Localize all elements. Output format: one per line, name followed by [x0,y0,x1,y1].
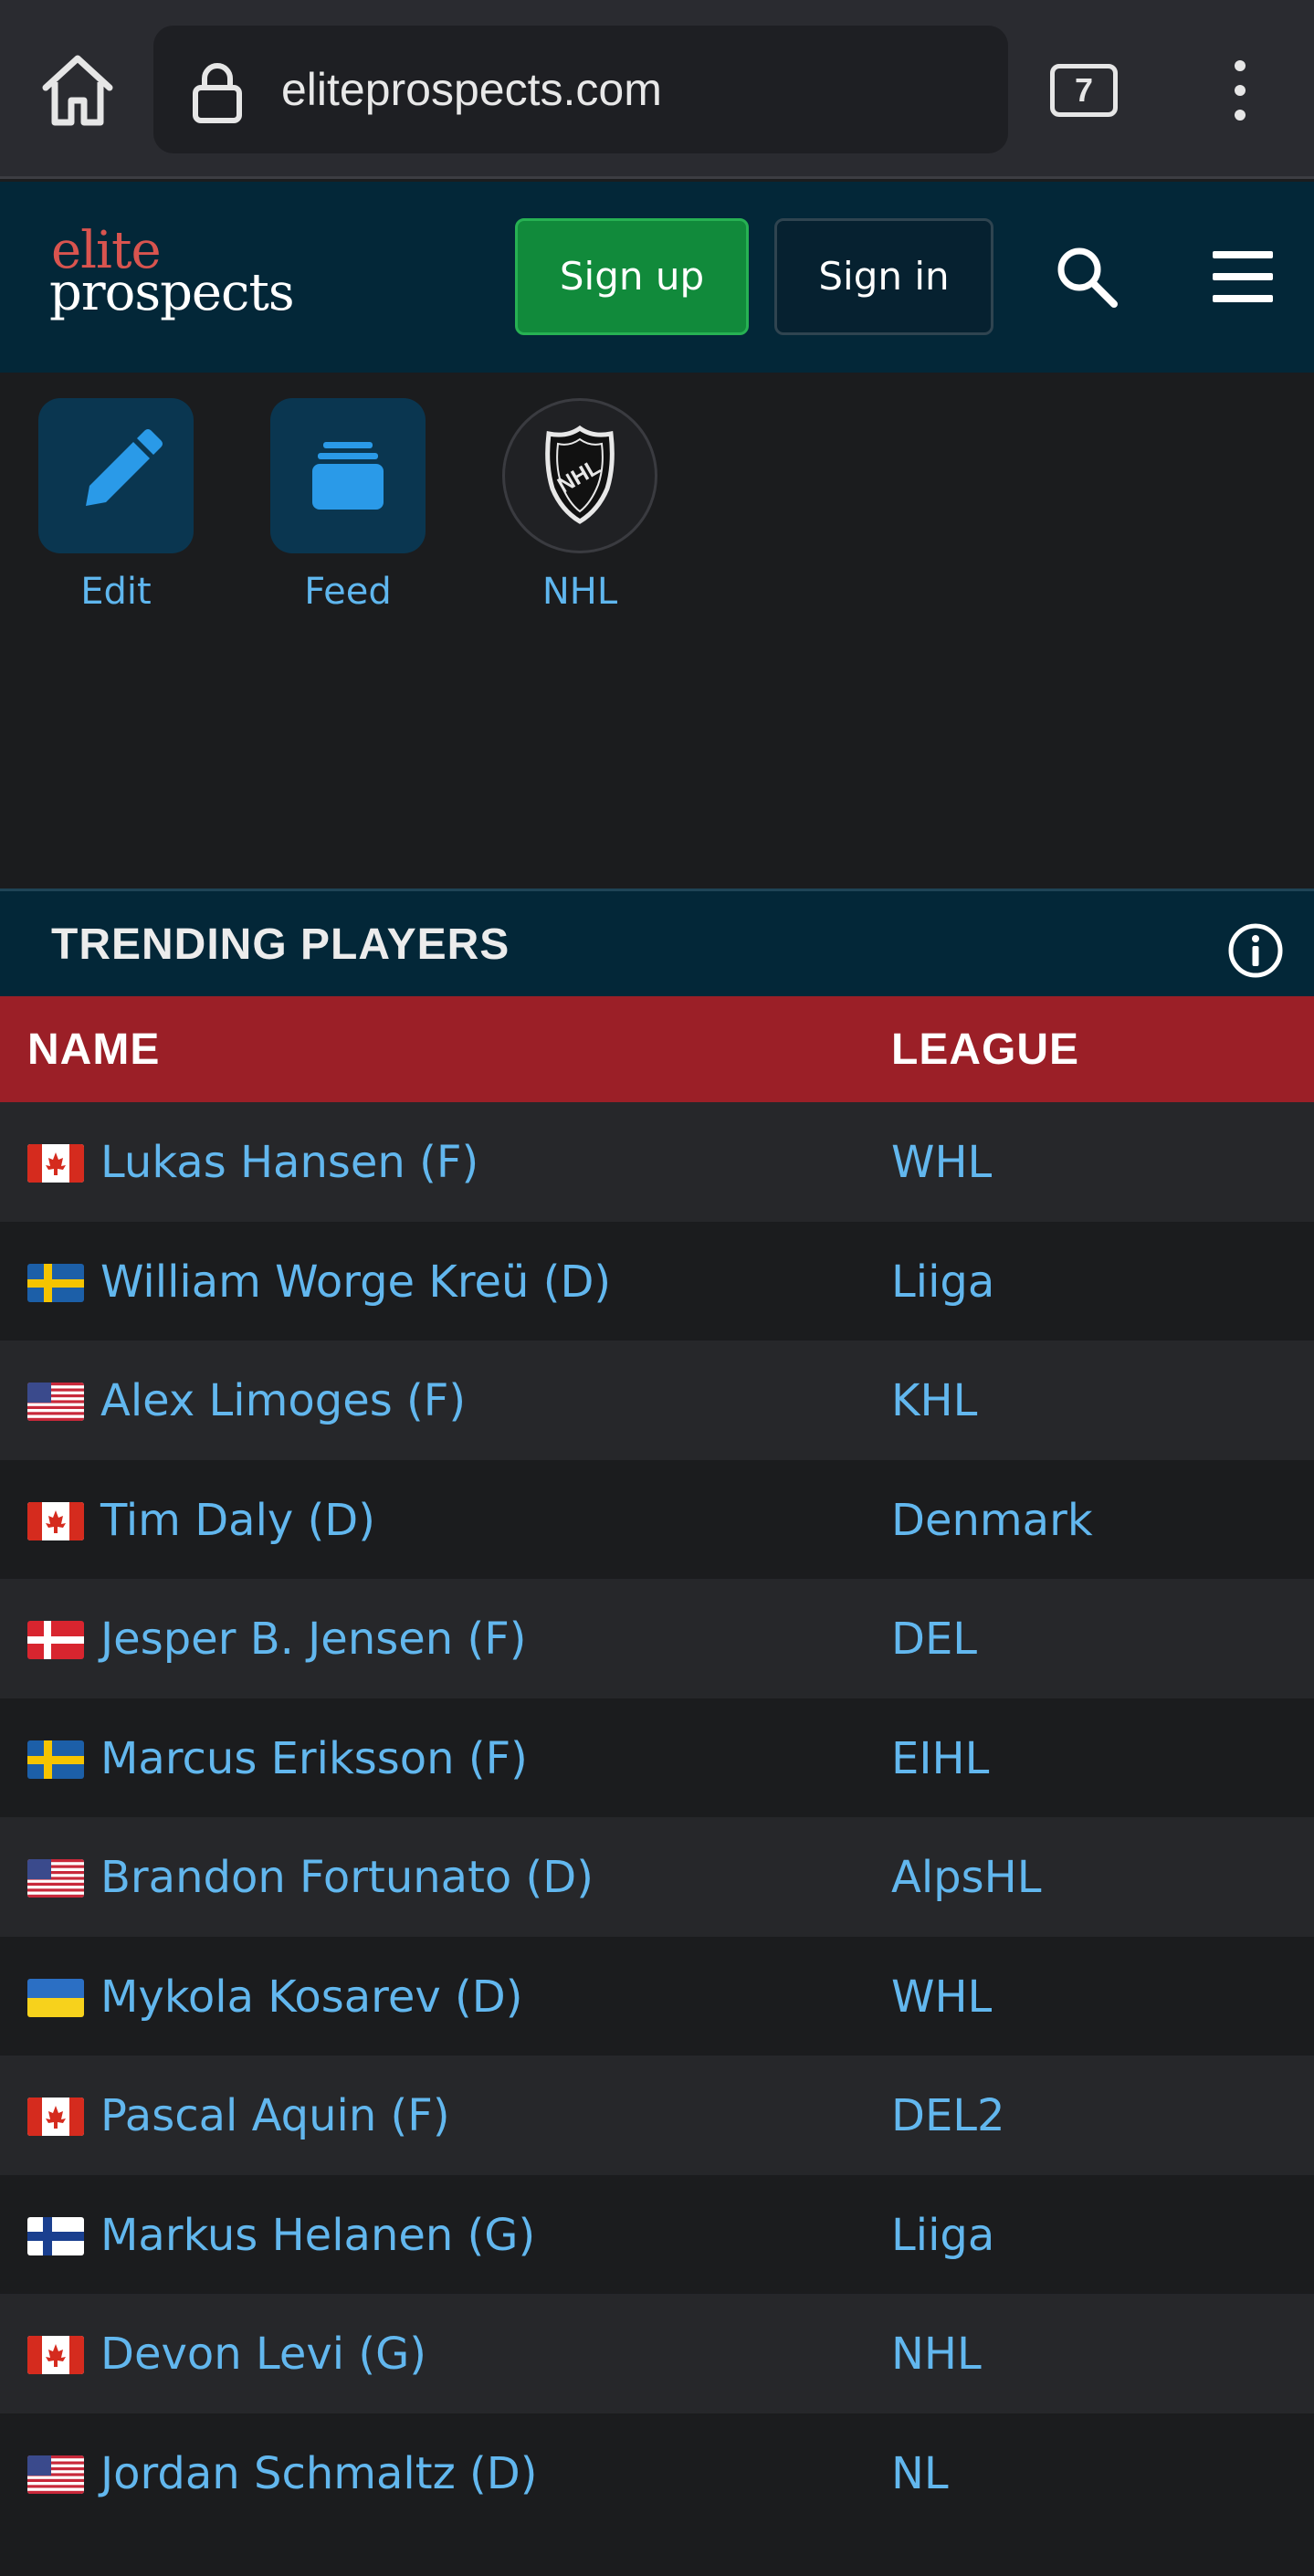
hamburger-menu-icon[interactable] [1213,251,1273,302]
sweden-flag-icon [27,1263,84,1302]
logo-prospects-text: prospects [49,263,295,322]
player-name-link[interactable]: Markus Helanen (G) [100,2209,536,2261]
tab-switcher-button[interactable]: 7 [1050,64,1118,117]
player-name-link[interactable]: Mykola Kosarev (D) [100,1971,523,2023]
url-text: eliteprospects.com [281,64,662,115]
quick-link-label: Edit [80,571,152,613]
section-title: TRENDING PLAYERS [51,920,510,969]
signup-button[interactable]: Sign up [515,218,749,335]
home-icon[interactable] [37,49,119,131]
quick-links: Edit Feed NHL NHL [0,373,1314,889]
league-link[interactable]: Liiga [891,1256,995,1308]
player-name-link[interactable]: Jordan Schmaltz (D) [100,2447,538,2499]
pencil-icon [38,398,194,553]
table-row: Brandon Fortunato (D) AlpsHL [0,1817,1314,1937]
table-row: Tim Daly (D) Denmark [0,1459,1314,1579]
sweden-flag-icon [27,1740,84,1779]
search-icon[interactable] [1050,240,1123,313]
overflow-menu-icon[interactable] [1222,58,1258,122]
site-header: elite prospects Sign up Sign in [0,182,1314,373]
info-icon[interactable] [1227,922,1284,979]
table-row: Marcus Eriksson (F) EIHL [0,1698,1314,1817]
quick-link-nhl[interactable]: NHL NHL [502,398,657,617]
league-link[interactable]: EIHL [891,1732,990,1784]
player-name-link[interactable]: Pascal Aquin (F) [100,2090,450,2141]
quick-link-label: NHL [541,571,618,613]
canada-flag-icon [27,2336,84,2374]
feed-stack-icon [270,398,426,553]
player-name-link[interactable]: Brandon Fortunato (D) [100,1852,594,1903]
trending-players-header: TRENDING PLAYERS [0,888,1314,996]
table-row: Lukas Hansen (F) WHL [0,1102,1314,1222]
quick-link-label: Feed [304,571,392,613]
browser-toolbar: eliteprospects.com 7 [0,0,1314,179]
player-name-link[interactable]: Jesper B. Jensen (F) [100,1614,527,1665]
usa-flag-icon [27,1383,84,1421]
league-link[interactable]: NL [891,2447,949,2499]
league-link[interactable]: DEL2 [891,2090,1005,2141]
table-row: William Worge Kreü (D) Liiga [0,1221,1314,1341]
trending-players-table: Lukas Hansen (F) WHL William Worge Kreü (D… [0,1102,1314,2532]
table-row: Alex Limoges (F) KHL [0,1341,1314,1460]
finland-flag-icon [27,2216,84,2255]
nhl-logo: NHL [502,398,657,553]
league-link[interactable]: KHL [891,1375,978,1426]
player-name-link[interactable]: William Worge Kreü (D) [100,1256,612,1308]
column-header-name[interactable]: NAME [27,1025,161,1074]
lock-icon [190,60,245,124]
quick-link-feed[interactable]: Feed [270,398,426,617]
player-name-link[interactable]: Tim Daly (D) [100,1494,375,1546]
league-link[interactable]: AlpsHL [891,1852,1042,1903]
canada-flag-icon [27,1144,84,1183]
player-name-link[interactable]: Lukas Hansen (F) [100,1137,479,1188]
league-link[interactable]: WHL [891,1971,993,2023]
table-row: Devon Levi (G) NHL [0,2294,1314,2413]
logo-elite-text: elite [51,221,162,280]
canada-flag-icon [27,2098,84,2136]
player-name-link[interactable]: Marcus Eriksson (F) [100,1732,528,1784]
league-link[interactable]: Denmark [891,1494,1093,1546]
table-row: Mykola Kosarev (D) WHL [0,1936,1314,2056]
player-name-link[interactable]: Alex Limoges (F) [100,1375,467,1426]
table-row: Markus Helanen (G) Liiga [0,2174,1314,2294]
table-row: Jordan Schmaltz (D) NL [0,2413,1314,2532]
table-row: Jesper B. Jensen (F) DEL [0,1579,1314,1698]
quick-link-edit[interactable]: Edit [38,398,194,617]
canada-flag-icon [27,1501,84,1540]
league-link[interactable]: DEL [891,1614,978,1665]
player-name-link[interactable]: Devon Levi (G) [100,2329,427,2380]
column-header-league[interactable]: LEAGUE [891,1025,1080,1074]
signin-button[interactable]: Sign in [774,218,993,335]
table-header: NAME LEAGUE [0,996,1314,1102]
table-row: Pascal Aquin (F) DEL2 [0,2056,1314,2175]
address-bar[interactable]: eliteprospects.com [153,26,1008,153]
usa-flag-icon [27,1859,84,1898]
eliteprospects-logo[interactable]: elite prospects [49,224,314,333]
league-link[interactable]: Liiga [891,2209,995,2261]
league-link[interactable]: WHL [891,1137,993,1188]
usa-flag-icon [27,2455,84,2494]
ukraine-flag-icon [27,1978,84,2017]
league-link[interactable]: NHL [891,2329,982,2380]
denmark-flag-icon [27,1621,84,1659]
